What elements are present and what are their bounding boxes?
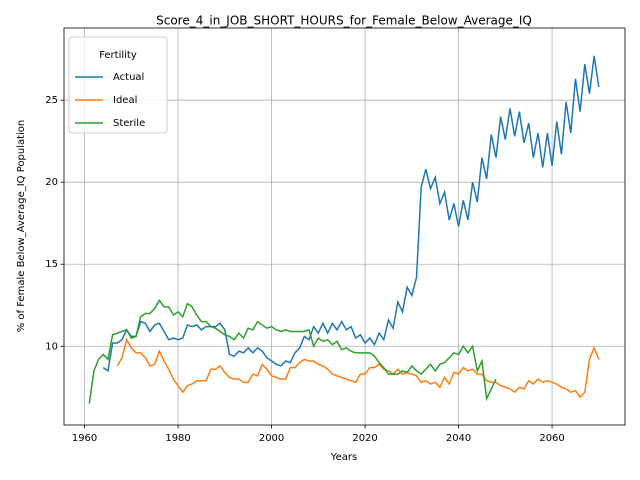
line-series bbox=[88, 298, 497, 404]
legend: Fertility Actual Ideal Sterile bbox=[68, 36, 168, 134]
legend-label: Sterile bbox=[113, 118, 145, 129]
legend-title: Fertility bbox=[99, 50, 137, 61]
line-series bbox=[116, 337, 600, 399]
x-tick-label: 2060 bbox=[539, 433, 564, 444]
legend-box bbox=[68, 36, 168, 134]
legend-label: Actual bbox=[113, 72, 144, 83]
x-tick-label: 2000 bbox=[259, 433, 284, 444]
x-tick-label: 2040 bbox=[446, 433, 471, 444]
x-axis-label: Years bbox=[330, 452, 357, 463]
y-axis-label: % of Female Below_Average_IQ Population bbox=[16, 120, 27, 333]
plot-frame bbox=[63, 27, 626, 426]
line-series bbox=[102, 55, 600, 373]
legend-label: Ideal bbox=[113, 95, 137, 106]
chart-title: Score_4_in_JOB_SHORT_HOURS_for_Female_Be… bbox=[156, 14, 532, 28]
y-tick-label: 25 bbox=[45, 95, 58, 106]
y-tick-label: 10 bbox=[45, 341, 58, 352]
x-tick-label: 2020 bbox=[352, 433, 377, 444]
x-tick-label: 1980 bbox=[165, 433, 190, 444]
y-tick-label: 15 bbox=[45, 259, 58, 270]
x-tick-label: 1960 bbox=[72, 433, 97, 444]
y-tick-label: 20 bbox=[45, 177, 58, 188]
